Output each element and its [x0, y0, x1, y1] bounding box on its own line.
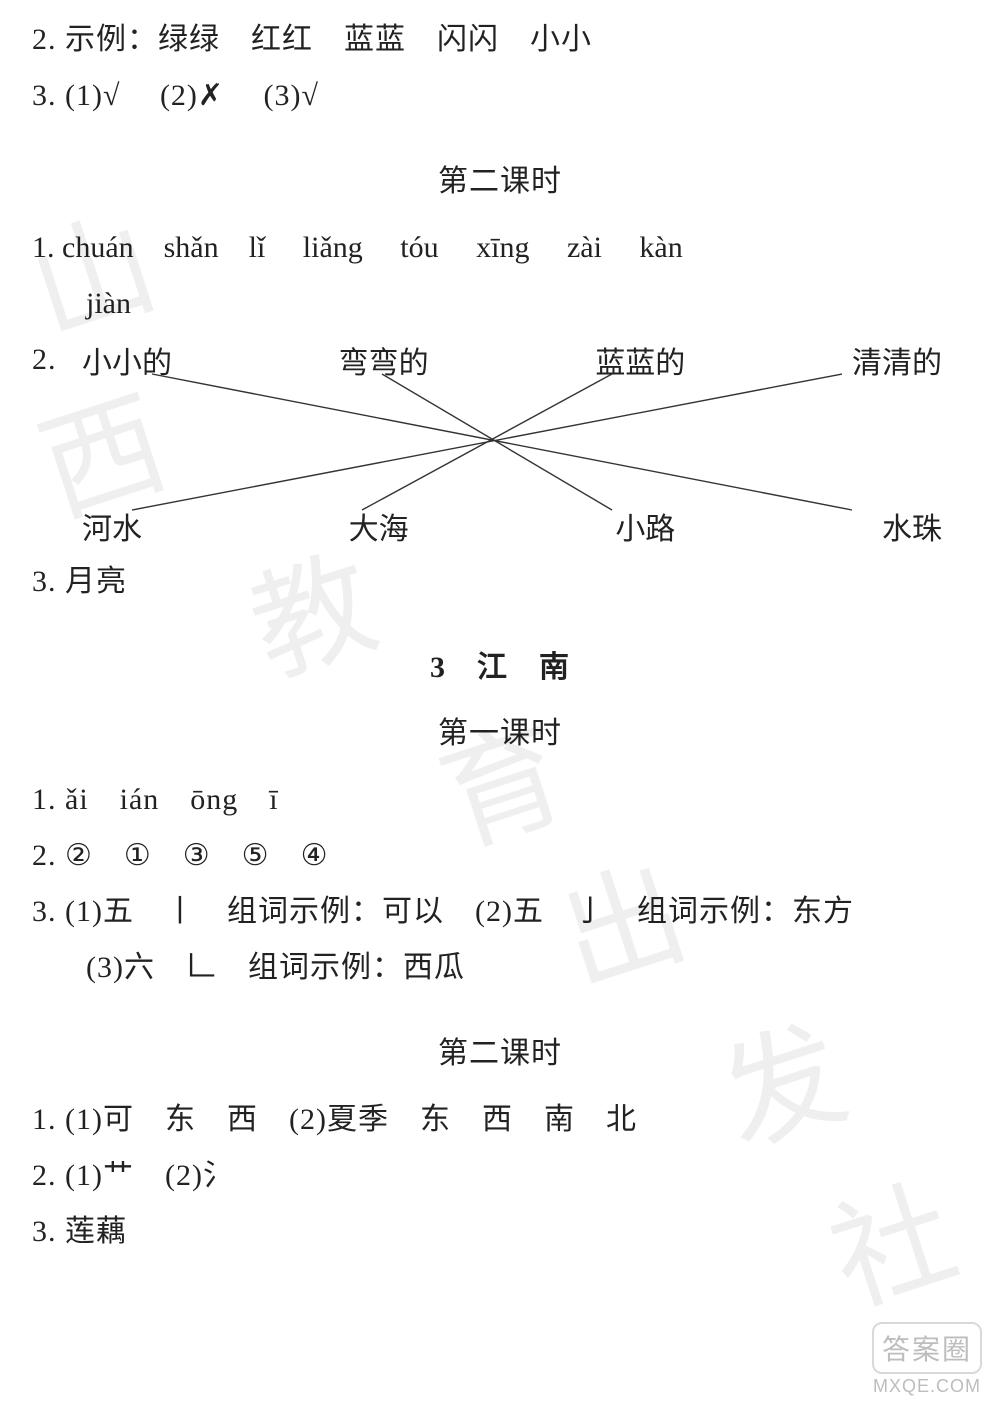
v1-line: 1. (1)可 东 西 (2)夏季 东 西 南 北: [32, 1092, 968, 1148]
u1-line: 1. ǎi ián ōng ī: [32, 772, 968, 828]
v2-line: 2. (1)艹 (2)氵: [32, 1148, 968, 1204]
answer-line-s2-3: 3. 月亮: [32, 554, 968, 610]
gap: [32, 996, 968, 1026]
pinyin-line-1b: jiàn: [32, 276, 968, 332]
match-bottom-word: 水珠: [882, 504, 942, 548]
gap: [32, 124, 968, 154]
section-title-first-lesson: 第一课时: [32, 706, 968, 762]
match-lines-svg: [42, 372, 962, 512]
match-bottom-word: 大海: [349, 504, 409, 548]
answer-line-2: 2. 示例：绿绿 红红 蓝蓝 闪闪 小小: [32, 12, 968, 68]
footer-url: MXQE.COM: [872, 1376, 982, 1397]
gap: [32, 210, 968, 220]
footer-cn: 答案圈: [872, 1322, 982, 1374]
match-row-bottom: 河水 大海 小路 水珠: [42, 504, 962, 548]
u3b-line: (3)六 𠃊 组词示例：西瓜: [32, 940, 968, 996]
section-title-second-lesson-2: 第二课时: [32, 1026, 968, 1082]
footer-badge: 答案圈 MXQE.COM: [872, 1322, 982, 1397]
u2-line: 2. ② ① ③ ⑤ ④: [32, 828, 968, 884]
gap: [32, 762, 968, 772]
gap: [32, 696, 968, 706]
section-title-second-lesson-1: 第二课时: [32, 154, 968, 210]
match-bottom-word: 小路: [615, 504, 675, 548]
answer-line-3: 3. (1)√ (2)✗ (3)√: [32, 68, 968, 124]
unit-title-jiangnan: 3 江 南: [32, 640, 968, 696]
matching-block: 小小的弯弯的蓝蓝的清清的 河水大海小路水珠: [42, 338, 962, 548]
pinyin-line-1: 1. chuán shǎn lǐ liǎng tóu xīng zài kàn: [32, 220, 968, 276]
u3a-line: 3. (1)五 丨 组词示例：可以 (2)五 亅 组词示例：东方: [32, 884, 968, 940]
page: 2. 示例：绿绿 红红 蓝蓝 闪闪 小小 3. (1)√ (2)✗ (3)√ 第…: [0, 0, 1000, 1415]
gap: [32, 1082, 968, 1092]
match-bottom-word: 河水: [82, 504, 142, 548]
gap: [32, 610, 968, 640]
v3-line: 3. 莲藕: [32, 1204, 968, 1260]
